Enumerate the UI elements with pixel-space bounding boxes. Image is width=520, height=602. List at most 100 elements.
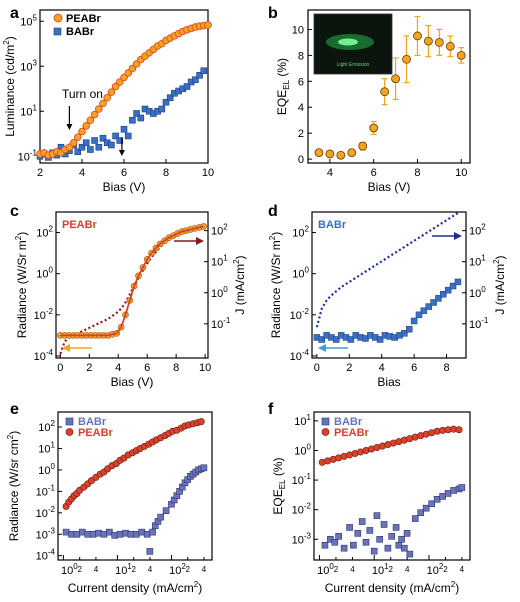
- panel-f-babr-point: [370, 547, 378, 555]
- panel-c-right-arrow-head: [196, 237, 204, 245]
- panel-a-babr-point: [124, 132, 132, 140]
- panel-c-series-label: PEABr: [62, 219, 98, 231]
- panel-e-babr-point: [106, 528, 113, 536]
- panel-f-frame: [313, 411, 471, 561]
- panel-e-legend-peabr: PEABr: [78, 427, 114, 439]
- panel-b-xtick-label: 4: [327, 167, 333, 179]
- panel-d-ylabel: Radiance (W/Sr m2): [268, 232, 283, 338]
- panel-d-xtick-label: 2: [346, 362, 352, 374]
- panel-e-babr-point: [111, 532, 119, 539]
- panel-c-y2tick-label: 10-1: [211, 316, 231, 331]
- panel-d-y2tick-label: 101: [469, 254, 486, 269]
- panel-a-peabr-point: [78, 127, 86, 136]
- panel-f-xtick-label: 100: [317, 562, 334, 577]
- panel-f-babr-point: [340, 544, 348, 552]
- panel-e-ytick-label: 100: [38, 462, 55, 477]
- panel-a-arrow-head: [66, 124, 73, 130]
- panel-f-babr-point: [401, 544, 408, 552]
- panel-e-ytick-label: 101: [38, 440, 55, 455]
- panel-c-xlabel: Bias (V): [111, 375, 154, 389]
- panel-c-xtick-label: 8: [173, 362, 179, 374]
- panel-c-left-arrow-head: [62, 344, 70, 352]
- panel-f-xminor-label: 4: [350, 565, 355, 574]
- panel-f-legend-babr-marker: [321, 417, 330, 426]
- panel-label-f: f: [268, 401, 274, 418]
- panel-f-babr-point: [380, 521, 388, 528]
- panel-label-a: a: [10, 5, 19, 22]
- panel-e-babr-point: [157, 513, 164, 521]
- panel-a-legend-peabr-marker: [53, 13, 63, 23]
- panel-b-ytick-label: 0: [298, 154, 304, 166]
- panel-f-xminor-label: 4: [460, 565, 465, 574]
- panel-a-babr-point: [74, 148, 82, 156]
- panel-f-babr-point: [406, 550, 414, 558]
- panel-a-babr-point: [112, 132, 119, 140]
- panel-d-radiance-point: [406, 325, 413, 333]
- panel-d-radiance-point: [435, 295, 442, 302]
- panel-f-legend-babr: BABr: [334, 416, 363, 428]
- panel-f-babr-point: [422, 504, 430, 512]
- panel-a-xtick-label: 2: [37, 167, 43, 179]
- panel-f-ytick-label: 101: [294, 413, 311, 428]
- panel-f-babr-point: [358, 518, 366, 525]
- panel-d-radiance-point: [420, 307, 428, 314]
- panel-a-babr-point: [120, 125, 128, 133]
- panel-a-peabr-point: [204, 21, 212, 29]
- panel-d-y2tick-label: 102: [469, 223, 486, 238]
- panel-d-xlabel: Bias: [377, 375, 400, 389]
- panel-a-babr-point: [108, 141, 115, 149]
- panel-b-point: [347, 148, 357, 158]
- panel-f-peabr-point: [455, 426, 463, 434]
- panel-b-xtick-label: 8: [414, 167, 420, 179]
- panel-b-frame: [307, 9, 471, 164]
- panel-f-babr-point: [388, 533, 396, 540]
- panel-a-babr-point: [158, 105, 166, 113]
- panel-f-babr-point: [346, 524, 353, 531]
- panel-c-ytick-label: 102: [36, 225, 53, 240]
- panel-f-babr-point: [354, 530, 362, 537]
- panel-a-babr-point: [133, 110, 140, 117]
- panel-c-ytick-label: 100: [36, 266, 53, 281]
- panel-b-point: [314, 148, 324, 158]
- panel-f-babr-point: [392, 524, 400, 531]
- panel-a-babr-point: [99, 134, 107, 142]
- panel-e-babr-point: [162, 507, 170, 514]
- panel-b-inset-photo: [313, 13, 393, 75]
- panel-a-peabr-point: [82, 122, 90, 130]
- panel-d-xtick-label: 4: [379, 362, 385, 374]
- panel-e-xtick-label: 101: [115, 562, 132, 577]
- panel-d-radiance-point: [333, 336, 340, 343]
- panel-d-xtick-label: 6: [411, 362, 417, 374]
- panel-a-babr-point: [183, 83, 191, 90]
- panel-f-babr-point: [362, 538, 370, 546]
- panel-a-ylabel: Luminance (cd/m2): [2, 36, 17, 137]
- panel-b-point: [402, 54, 411, 64]
- panel-d-radiance-point: [410, 317, 418, 325]
- panel-d-radiance-point: [376, 336, 384, 343]
- panel-f-babr-point: [433, 496, 441, 503]
- panel-a-peabr-point: [103, 93, 111, 102]
- panel-d-radiance-point: [425, 303, 432, 310]
- panel-c-y2tick-label: 101: [211, 254, 228, 269]
- panel-b-ytick-label: 2: [298, 128, 304, 140]
- panel-a-peabr-point: [107, 88, 116, 96]
- panel-d-radiance-point: [347, 336, 355, 343]
- panel-e-babr-point: [84, 530, 92, 538]
- panel-e-babr-point: [62, 528, 70, 536]
- panel-e-legend-babr: BABr: [78, 416, 107, 428]
- panel-b-point: [336, 150, 346, 160]
- panel-d-frame: [311, 211, 467, 359]
- panel-e-babr-point: [68, 530, 75, 538]
- panel-e-ytick-label: 10-1: [36, 483, 56, 498]
- panel-e-legend-babr-marker: [65, 417, 74, 426]
- panel-f-babr-point: [373, 512, 381, 519]
- panel-a-babr-point: [82, 139, 90, 147]
- panel-e-babr-point: [116, 530, 124, 538]
- panel-label-d: d: [268, 203, 278, 220]
- panel-a-arrow-head: [118, 150, 125, 156]
- panel-a-peabr-point: [95, 105, 103, 113]
- panel-a-xtick-label: 8: [163, 167, 169, 179]
- panel-a-babr-point: [78, 143, 86, 151]
- panel-e-xminor-label: 2: [131, 565, 136, 574]
- panel-f-legend-peabr-marker: [321, 428, 330, 436]
